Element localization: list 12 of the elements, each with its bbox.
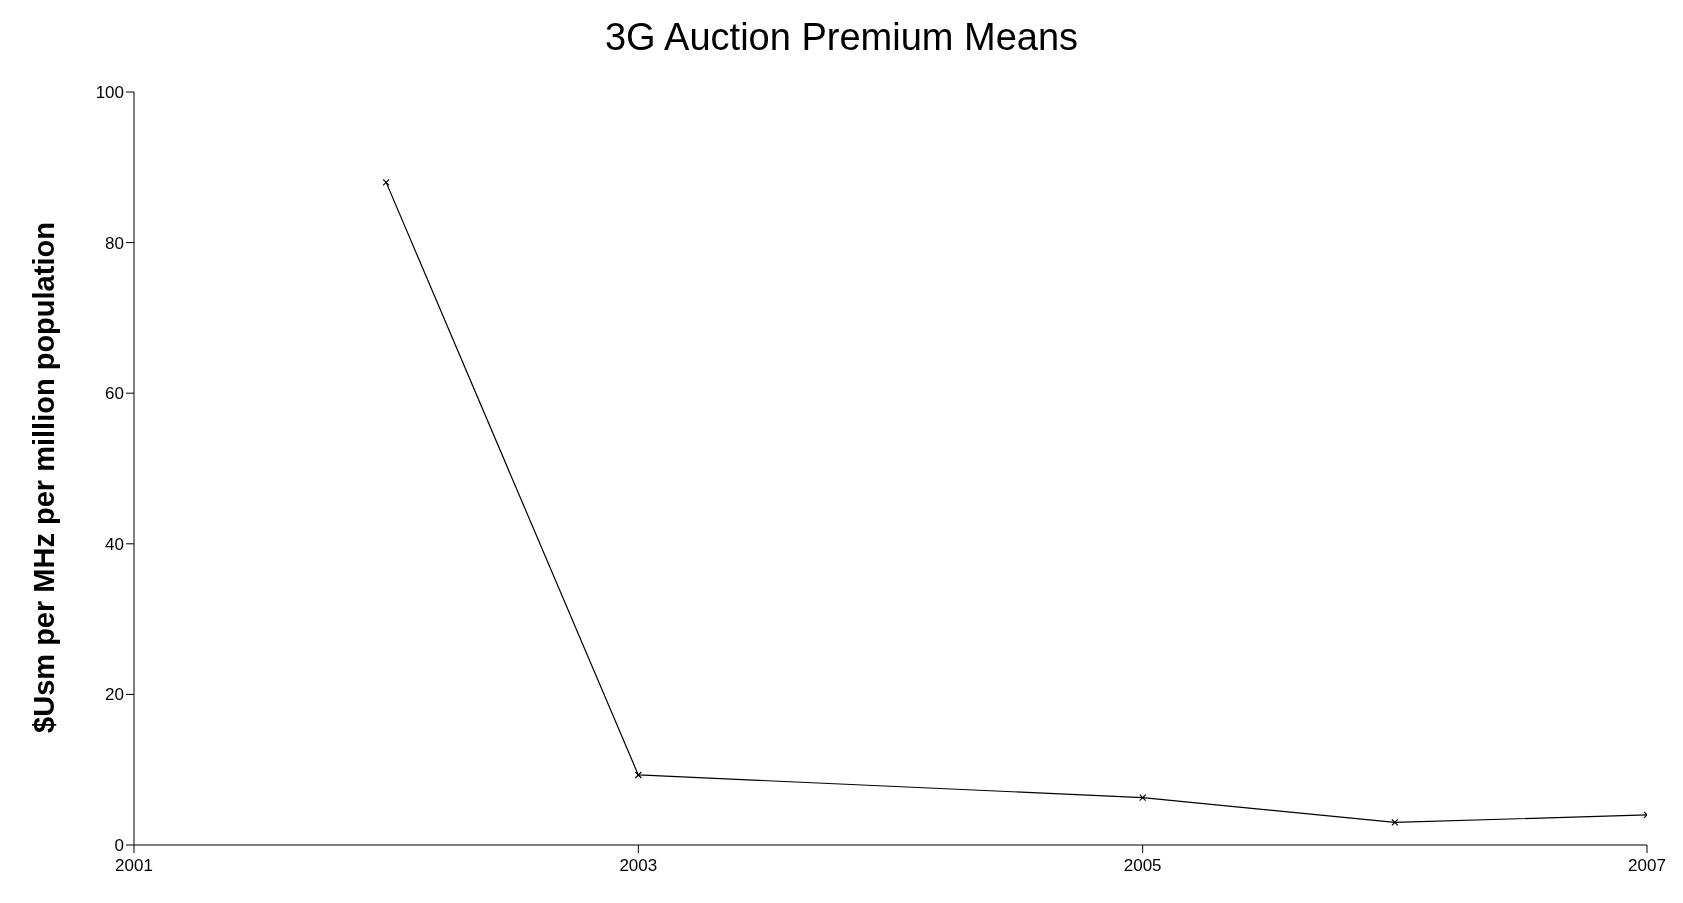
y-tick-label: 60 (105, 384, 124, 404)
x-tick-label: 2007 (1628, 856, 1666, 876)
y-tick-label: 40 (105, 534, 124, 554)
chart-title: 3G Auction Premium Means (603, 16, 1080, 59)
x-tick-label: 2001 (115, 856, 153, 876)
x-tick-label: 2005 (1123, 856, 1162, 876)
y-axis-title: $Usm per MHz per million population (27, 221, 61, 733)
y-tick-label: 100 (95, 83, 124, 103)
x-tick-label: 2003 (619, 856, 658, 876)
y-tick-label: 0 (114, 836, 124, 856)
y-tick-label: 80 (105, 233, 124, 253)
y-tick-label: 20 (105, 685, 124, 705)
